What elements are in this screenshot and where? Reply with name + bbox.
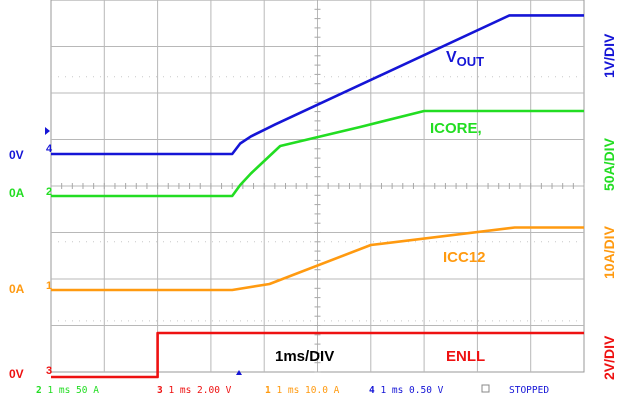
grid [50,0,585,373]
status-item: 1 1 ms 10.0 A [265,385,340,396]
offset-label: 0A [9,186,25,200]
scale-label: 1V/DIV [601,33,617,78]
scale-label: 50A/DIV [601,137,617,191]
trigger-marker-icon [236,370,242,375]
channel-marker: 4 [46,143,53,155]
series-label-enll: ENLL [446,348,485,365]
status-item: 2 1 ms 50 A [36,385,99,396]
status-bar: 2 1 ms 50 A 3 1 ms 2.00 V 1 1 ms 10.0 A 4 1… [36,370,549,396]
stopped-indicator-icon [481,384,490,393]
channel-marker: 3 [46,365,52,377]
offset-label: 0V [9,367,24,381]
traces [51,14,584,379]
trace-vout [51,14,584,156]
scale-label: 2V/DIV [601,335,617,380]
trace-icc12 [51,226,584,292]
status-item: 4 1 ms 0.50 V [369,385,444,396]
channel-arrow-marker [45,127,50,135]
trace-icore [51,109,584,198]
stopped-label: STOPPED [509,385,549,396]
scale-label: 10A/DIV [601,225,617,279]
series-label-icc12: ICC12 [443,249,486,266]
labels: 4 2 1 3 0V 0A 0A 0V VOUT ICORE, ICC12 ENLL 1ms/DIV 1V… [9,33,617,381]
series-label-vout: VOUT [446,49,484,69]
channel-marker: 1 [46,280,52,292]
trace-enll [51,331,584,379]
timebase-label: 1ms/DIV [275,348,334,365]
channel-marker: 2 [46,186,52,198]
series-label-icore: ICORE, [430,120,482,137]
offset-label: 0A [9,282,25,296]
status-item: 3 1 ms 2.00 V [157,385,232,396]
offset-label: 0V [9,148,24,162]
